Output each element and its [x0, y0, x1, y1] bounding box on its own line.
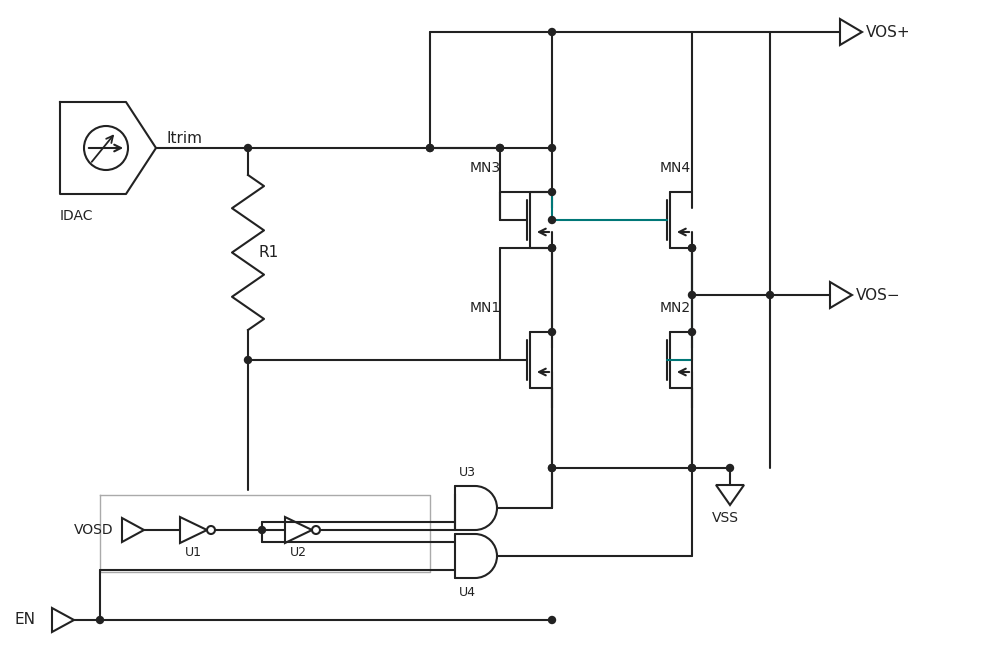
Text: U3: U3 [458, 465, 476, 479]
Text: VOS−: VOS− [856, 288, 901, 303]
Text: Itrim: Itrim [166, 131, 202, 145]
Text: MN3: MN3 [470, 161, 501, 175]
Circle shape [496, 145, 504, 151]
Circle shape [245, 145, 252, 151]
Circle shape [548, 244, 556, 252]
Circle shape [496, 145, 504, 151]
Text: IDAC: IDAC [59, 209, 93, 223]
Circle shape [688, 244, 696, 252]
Text: MN4: MN4 [660, 161, 691, 175]
Circle shape [688, 329, 696, 335]
Circle shape [766, 291, 773, 299]
Circle shape [548, 29, 556, 35]
Circle shape [426, 145, 434, 151]
Text: U2: U2 [290, 546, 307, 558]
Text: R1: R1 [258, 245, 278, 260]
Text: MN1: MN1 [470, 301, 501, 315]
Text: MN2: MN2 [660, 301, 691, 315]
Circle shape [688, 291, 696, 299]
Circle shape [245, 357, 252, 363]
Circle shape [548, 616, 556, 623]
Circle shape [548, 465, 556, 471]
Text: U4: U4 [458, 586, 476, 598]
Circle shape [548, 145, 556, 151]
Text: VSS: VSS [712, 511, 739, 525]
Circle shape [548, 216, 556, 224]
Circle shape [548, 329, 556, 335]
Circle shape [548, 244, 556, 252]
Circle shape [726, 465, 734, 471]
Circle shape [688, 465, 696, 471]
Text: VOS+: VOS+ [866, 25, 911, 39]
Circle shape [688, 244, 696, 252]
Text: U1: U1 [185, 546, 202, 558]
Text: EN: EN [14, 612, 35, 627]
Circle shape [548, 189, 556, 195]
Circle shape [259, 527, 266, 533]
Circle shape [548, 465, 556, 471]
Circle shape [688, 465, 696, 471]
Text: VOSD: VOSD [74, 523, 114, 537]
Circle shape [426, 145, 434, 151]
Circle shape [97, 616, 104, 623]
